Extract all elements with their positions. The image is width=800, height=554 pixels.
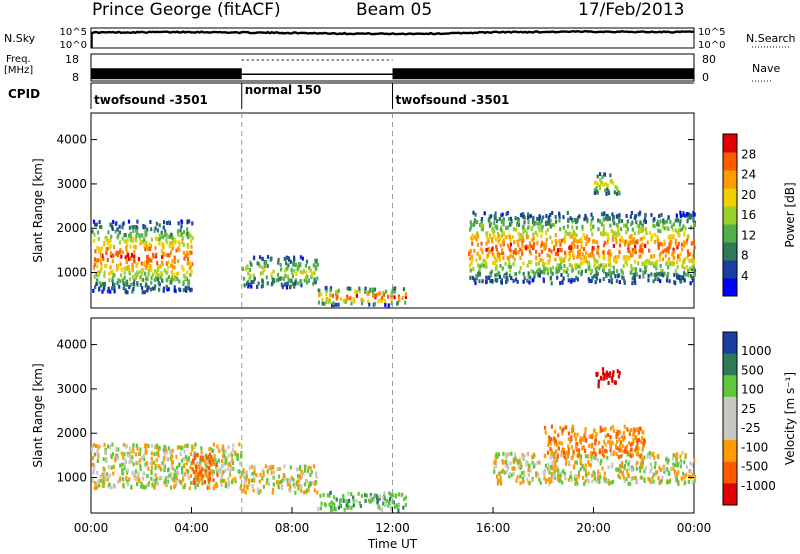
nsky-tick-low: 10^0 xyxy=(60,40,87,51)
velocity-colorbar-swatch xyxy=(723,332,737,355)
power-colorbar-tick: 16 xyxy=(741,208,756,222)
power-colorbar-label: Power [dB] xyxy=(783,182,797,247)
axes-labels: 00:00 04:00 08:00 12:00 16:00 20:00 00:00 Time … xyxy=(74,507,712,551)
velocity-colorbar-swatch xyxy=(723,461,737,484)
velocity-colorbar-swatch xyxy=(723,418,737,441)
power-colorbar-swatch xyxy=(723,260,737,279)
nave-label: Nave xyxy=(752,62,781,75)
nsky-tick-high: 10^5 xyxy=(60,27,87,38)
nsky-panel: 10^5 10^0 10^5 10^0 xyxy=(60,27,790,51)
power-colorbar-swatch xyxy=(723,206,737,225)
velocity-colorbar-swatch xyxy=(723,353,737,376)
x-tick-label: 00:00 xyxy=(74,521,109,535)
nsky-series xyxy=(90,29,695,36)
y-tick-velocity: 1000 xyxy=(56,471,87,485)
nave-tick-high: 80 xyxy=(702,53,716,66)
cpid-segment-label: twofsound -3501 xyxy=(94,93,208,107)
power-colorbar-swatch xyxy=(723,224,737,243)
y-tick-power: 1000 xyxy=(56,266,87,280)
freq-label-1: Freq. xyxy=(6,54,31,65)
nsky-label: N.Sky xyxy=(4,32,36,45)
power-panel: 1000 2000 3000 4000 Slant Range [km] xyxy=(31,112,697,309)
freq-panel: 18 8 80 0 xyxy=(65,53,772,84)
velocity-colorbar-swatch xyxy=(723,396,737,419)
x-tick-label: 04:00 xyxy=(174,521,209,535)
velocity-colorbar-tick: 100 xyxy=(741,383,764,397)
velocity-colorbar-tick: 500 xyxy=(741,363,764,377)
freq-frame xyxy=(90,53,695,82)
ylabel-power: Slant Range [km] xyxy=(31,158,45,262)
velocity-colorbar-swatch xyxy=(723,440,737,463)
velocity-colorbar-swatch xyxy=(723,375,737,398)
power-colorbar-tick: 24 xyxy=(741,168,756,182)
x-tick-label: 12:00 xyxy=(375,521,410,535)
x-tick-label: 20:00 xyxy=(576,521,611,535)
y-tick-velocity: 3000 xyxy=(56,382,87,396)
cpid-label: CPID xyxy=(8,87,41,101)
velocity-colorbar-tick: -1000 xyxy=(741,479,776,493)
cells-velocity xyxy=(91,367,696,513)
x-tick-label: 16:00 xyxy=(476,521,511,535)
cells-power xyxy=(91,172,697,308)
velocity-colorbar-swatch xyxy=(723,483,737,506)
date-title: 17/Feb/2013 xyxy=(578,0,685,20)
y-tick-power: 4000 xyxy=(56,133,87,147)
power-colorbar-swatch xyxy=(723,170,737,189)
power-colorbar-tick: 28 xyxy=(741,147,756,161)
x-tick-label: 08:00 xyxy=(275,521,310,535)
velocity-panel: 1000 2000 3000 4000 Slant Range [km] xyxy=(31,317,696,514)
y-tick-power: 3000 xyxy=(56,177,87,191)
cpid-panel: twofsound -3501 normal 150 twofsound -3501 xyxy=(90,82,694,109)
ylabel-velocity: Slant Range [km] xyxy=(31,363,45,467)
velocity-colorbar-tick: -100 xyxy=(741,440,768,454)
nsearch-tick-high: 10^5 xyxy=(698,27,725,38)
velocity-colorbar-tick: 1000 xyxy=(741,344,772,358)
velocity-colorbar-tick: 25 xyxy=(741,402,756,416)
velocity-colorbar-label: Velocity [m s⁻¹] xyxy=(783,372,797,465)
nave-tick-low: 0 xyxy=(702,71,709,84)
nsearch-label: N.Search xyxy=(746,32,796,45)
freq-label-2: [MHz] xyxy=(4,65,34,76)
x-axis-title: Time UT xyxy=(367,537,418,551)
power-colorbar-swatch xyxy=(723,152,737,171)
freq-tick-low: 8 xyxy=(72,71,79,84)
beam-title: Beam 05 xyxy=(356,0,433,20)
power-colorbar-tick: 20 xyxy=(741,188,756,202)
y-tick-velocity: 2000 xyxy=(56,426,87,440)
velocity-colorbar-tick: -500 xyxy=(741,460,768,474)
y-tick-power: 2000 xyxy=(56,221,87,235)
power-colorbar-swatch xyxy=(723,188,737,207)
y-tick-velocity: 4000 xyxy=(56,338,87,352)
nsearch-tick-low: 10^0 xyxy=(698,40,725,51)
power-colorbar-swatch xyxy=(723,134,737,153)
cpid-segment-label: normal 150 xyxy=(245,83,322,97)
power-colorbar-tick: 12 xyxy=(741,228,756,242)
freq-tick-high: 18 xyxy=(65,53,79,66)
station-title: Prince George (fitACF) xyxy=(92,0,281,20)
freq-segment-0 xyxy=(91,68,242,80)
nsky-frame xyxy=(90,27,695,49)
power-colorbar-frame xyxy=(722,133,738,297)
power-colorbar-swatch xyxy=(723,242,737,261)
freq-segment-2 xyxy=(392,68,694,80)
cpid-segment-label: twofsound -3501 xyxy=(396,93,510,107)
power-colorbar-tick: 8 xyxy=(741,249,749,263)
colorbars: 4 8 12 16 20 24 28 Power [dB] 1000 500 100 25 -25 -10… xyxy=(722,133,797,506)
power-colorbar-tick: 4 xyxy=(741,269,749,283)
x-tick-label: 00:00 xyxy=(677,521,712,535)
power-colorbar-swatch xyxy=(723,278,737,297)
velocity-colorbar-tick: -25 xyxy=(741,421,761,435)
velocity-colorbar-frame xyxy=(722,331,738,506)
